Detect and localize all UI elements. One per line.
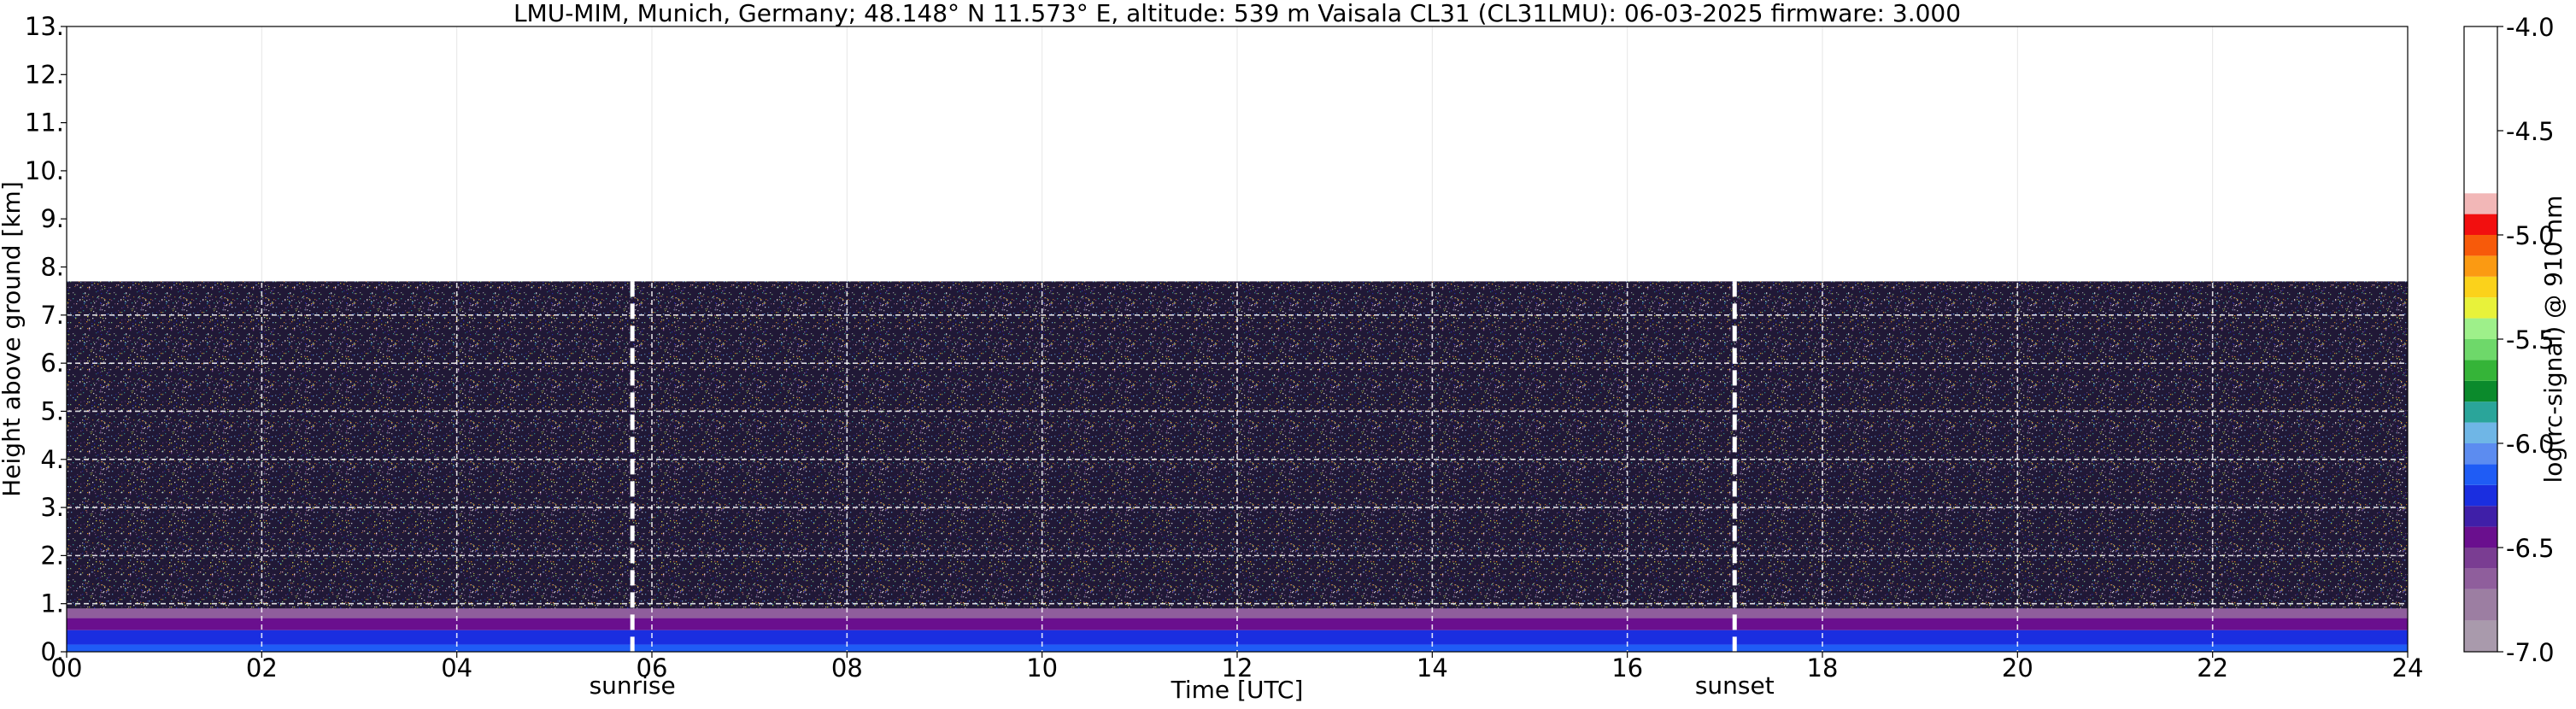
colorbar-tick-label: -5.0 [2506, 221, 2555, 250]
y-tick-label: 11. [25, 108, 64, 138]
y-tick-label: 10. [25, 156, 64, 185]
x-tick-label: 20 [2002, 653, 2033, 683]
y-tick-label: 13. [25, 12, 64, 41]
x-axis-label: Time [UTC] [1171, 676, 1304, 704]
x-tick-label: 22 [2197, 653, 2228, 683]
x-tick-label: 14 [1417, 653, 1448, 683]
y-tick-label: 4. [40, 445, 64, 474]
x-tick-label: 24 [2392, 653, 2424, 683]
colorbar-segment-19 [2464, 214, 2497, 235]
chart-title: LMU-MIM, Munich, Germany; 48.148° N 11.5… [513, 0, 1961, 27]
x-tick-label: 04 [441, 653, 472, 683]
y-tick-label: 7. [40, 301, 64, 330]
colorbar-segment-8 [2464, 443, 2497, 465]
x-tick-label: 06 [637, 653, 668, 683]
colorbar-segment-15 [2464, 297, 2497, 319]
colorbar-segment-6 [2464, 484, 2497, 507]
y-tick-label: 1. [40, 589, 64, 618]
colorbar-segment-10 [2464, 401, 2497, 423]
colorbar-segment-1 [2464, 589, 2497, 621]
y-axis-label: Height above ground [km] [0, 181, 26, 497]
colorbar-tick-label: -7.0 [2506, 638, 2555, 667]
colorbar-tick-label: -4.0 [2506, 13, 2555, 42]
x-tick-label: 00 [51, 653, 83, 683]
colorbar-segment-9 [2464, 422, 2497, 443]
colorbar-label: log(rc-signal) @ 910 nm [2539, 196, 2567, 483]
colorbar-segment-17 [2464, 255, 2497, 277]
x-tick-label: 16 [1611, 653, 1643, 683]
x-tick-label: 02 [246, 653, 278, 683]
colorbar-segment-20 [2464, 193, 2497, 214]
x-tick-label: 10 [1026, 653, 1058, 683]
y-tick-label: 12. [25, 60, 64, 89]
y-tick-label: 0. [40, 637, 64, 666]
colorbar-segment-13 [2464, 339, 2497, 360]
colorbar-segment-11 [2464, 380, 2497, 402]
y-tick-label: 9. [40, 204, 64, 233]
colorbar-tick-label: -4.5 [2506, 117, 2555, 146]
x-tick-label: 08 [831, 653, 863, 683]
colorbar-segment-3 [2464, 548, 2497, 569]
colorbar-segment-21 [2464, 26, 2497, 194]
colorbar-tick-label: -6.5 [2506, 534, 2555, 563]
sunrise-label: sunrise [590, 671, 676, 700]
y-tick-label: 8. [40, 253, 64, 282]
colorbar-segment-0 [2464, 620, 2497, 652]
colorbar-segment-14 [2464, 318, 2497, 339]
y-tick-label: 6. [40, 349, 64, 378]
x-tick-label: 12 [1222, 653, 1253, 683]
colorbar-segment-4 [2464, 526, 2497, 548]
sunset-label: sunset [1695, 671, 1775, 700]
colorbar-segment-2 [2464, 568, 2497, 589]
colorbar-tick-label: -5.5 [2506, 325, 2555, 354]
x-tick-label: 18 [1807, 653, 1839, 683]
colorbar-segment-7 [2464, 464, 2497, 485]
y-tick-label: 3. [40, 493, 64, 522]
y-tick-label: 2. [40, 541, 64, 570]
signal-layer-0 [67, 644, 2408, 652]
colorbar-segment-5 [2464, 506, 2497, 527]
y-tick-label: 5. [40, 396, 64, 425]
colorbar-tick-label: -6.0 [2506, 430, 2555, 459]
colorbar-segment-12 [2464, 360, 2497, 381]
signal-layer-3 [67, 608, 2408, 618]
colorbar-segment-18 [2464, 235, 2497, 256]
colorbar-segment-16 [2464, 276, 2497, 298]
